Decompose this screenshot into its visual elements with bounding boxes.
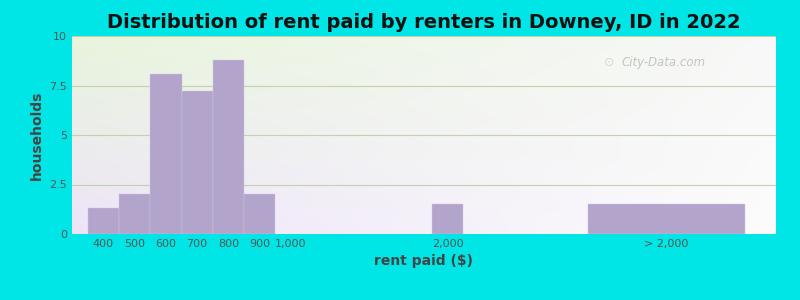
Bar: [119, 194, 150, 234]
Bar: [244, 194, 275, 234]
Title: Distribution of rent paid by renters in Downey, ID in 2022: Distribution of rent paid by renters in …: [107, 13, 741, 32]
Bar: [432, 204, 463, 234]
Bar: [150, 74, 182, 234]
Text: City-Data.com: City-Data.com: [621, 56, 706, 69]
Bar: [213, 60, 244, 234]
Bar: [182, 92, 213, 234]
X-axis label: rent paid ($): rent paid ($): [374, 254, 474, 268]
Bar: [88, 208, 119, 234]
Text: ⊙: ⊙: [603, 56, 614, 69]
Bar: [588, 204, 745, 234]
Y-axis label: households: households: [30, 90, 44, 180]
